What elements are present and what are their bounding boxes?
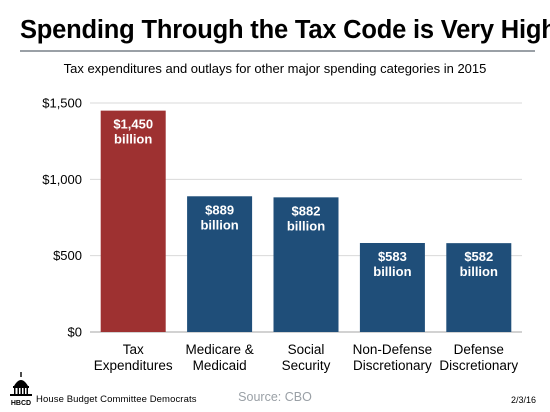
y-tick-label: $500	[53, 248, 82, 263]
x-tick-label: Defense Discretionary	[439, 342, 518, 373]
data-label: $882 billion	[287, 203, 325, 233]
x-tick-label: Non-Defense Discretionary	[353, 342, 433, 373]
y-tick-label: $0	[68, 325, 82, 340]
logo-text: HBCD	[11, 400, 31, 407]
bar	[446, 243, 512, 332]
bar	[187, 196, 253, 332]
data-label: $583 billion	[373, 249, 411, 279]
y-tick-label: $1,000	[42, 172, 82, 187]
organization-name: House Budget Committee Democrats	[36, 394, 197, 405]
chart-subtitle: Tax expenditures and outlays for other m…	[63, 61, 487, 76]
data-label: $582 billion	[460, 249, 498, 279]
data-label: $1,450 billion	[113, 117, 153, 147]
bar	[100, 110, 166, 332]
x-tick-label: Medicare & Medicaid	[185, 342, 253, 373]
date-stamp: 2/3/16	[510, 395, 536, 405]
bar	[273, 197, 339, 332]
capitol-logo-icon: HBCD	[10, 372, 32, 407]
x-tick-label: Tax Expenditures	[94, 342, 173, 373]
page-title: Spending Through the Tax Code is Very Hi…	[20, 16, 550, 44]
title-divider	[20, 50, 535, 52]
source-note: Source: CBO	[238, 390, 312, 404]
data-label: $889 billion	[200, 202, 238, 232]
y-tick-label: $1,500	[42, 96, 82, 111]
x-tick-label: Social Security	[282, 342, 331, 373]
bar	[359, 242, 425, 332]
